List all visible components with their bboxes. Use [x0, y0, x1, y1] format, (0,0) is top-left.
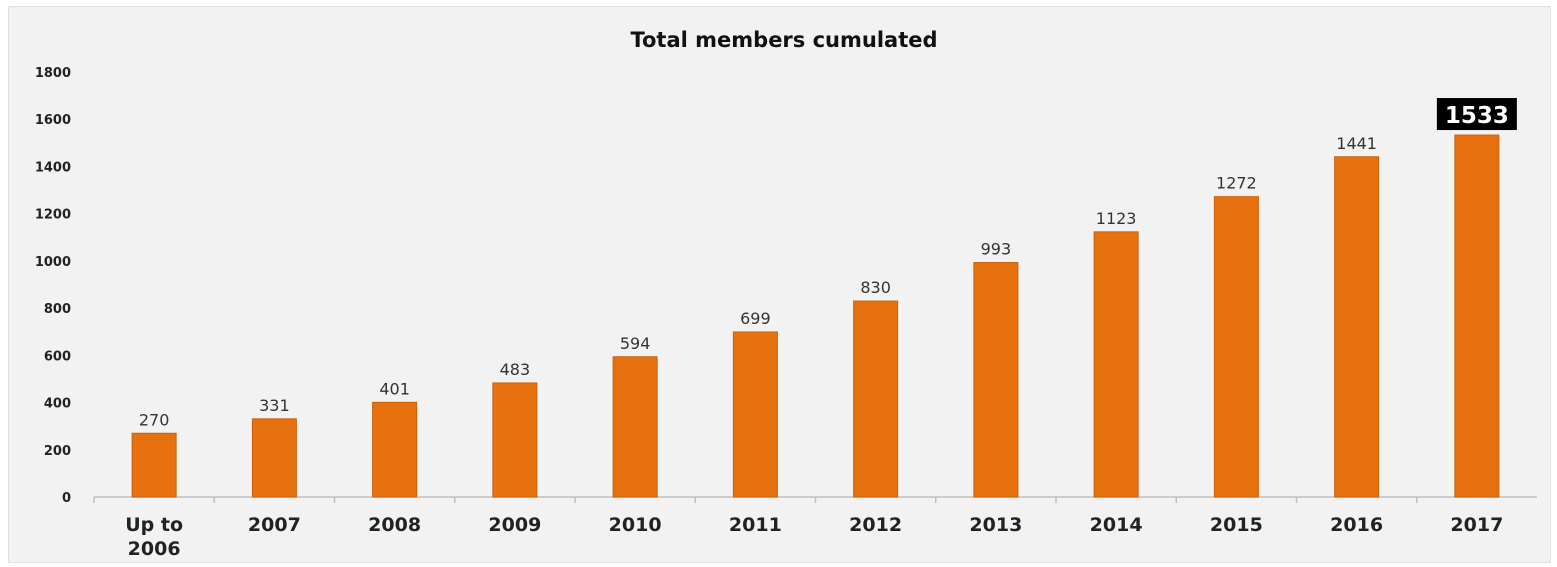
- chart-panel: Total members cumulated 0 200 400 600 800 100…: [8, 6, 1551, 563]
- chart-title: Total members cumulated: [630, 28, 937, 52]
- y-tick-label: 1000: [35, 255, 71, 270]
- bars: [131, 134, 1500, 498]
- data-label: 331: [259, 396, 290, 415]
- x-tick-label: 2012: [849, 514, 902, 536]
- x-tick-label: 2007: [248, 514, 301, 536]
- bar: [1213, 196, 1259, 498]
- data-label: 1123: [1096, 209, 1137, 228]
- x-tick-label: 2008: [368, 514, 421, 536]
- x-tick-label: Up to 2006: [125, 514, 183, 560]
- y-tick-label: 1400: [35, 160, 71, 175]
- x-tick-label: 2011: [729, 514, 782, 536]
- bar: [612, 356, 658, 498]
- y-axis: 0 200 400 600 800 1000 1200 1400 1600 1800: [35, 66, 71, 506]
- highlight-label-background: [1436, 98, 1517, 131]
- bar-chart: Total members cumulated 0 200 400 600 800 100…: [35, 28, 1537, 560]
- x-tick-label: 2010: [609, 514, 662, 536]
- x-tick-label: 2015: [1210, 514, 1263, 536]
- bar: [973, 262, 1019, 498]
- y-tick-label: 0: [62, 491, 71, 506]
- bar: [1334, 156, 1380, 498]
- data-label: 594: [620, 334, 651, 353]
- x-tick-label: 2009: [488, 514, 541, 536]
- data-label: 401: [379, 379, 410, 398]
- y-tick-label: 800: [44, 302, 71, 317]
- data-label: 483: [500, 360, 531, 379]
- data-label: 830: [860, 278, 891, 297]
- bar: [732, 331, 778, 498]
- data-label: 270: [139, 410, 170, 429]
- bar: [492, 382, 538, 498]
- data-label: 1441: [1336, 134, 1377, 153]
- x-tick-label: 2017: [1450, 514, 1503, 536]
- bar: [372, 401, 418, 498]
- y-tick-label: 1600: [35, 113, 71, 128]
- data-label-highlighted: 1533: [1445, 103, 1509, 129]
- bar: [251, 418, 297, 498]
- bar: [1454, 134, 1500, 498]
- data-label: 699: [740, 309, 771, 328]
- y-tick-label: 600: [44, 349, 71, 364]
- x-axis: Up to 2006 2007 2008 2009 2010 2011 2012 2013 201…: [93, 496, 1537, 560]
- x-tick-label: 2016: [1330, 514, 1383, 536]
- bar: [131, 432, 177, 498]
- y-tick-label: 1800: [35, 66, 71, 81]
- y-tick-label: 1200: [35, 208, 71, 223]
- data-label: 1272: [1216, 174, 1257, 193]
- bar: [853, 300, 899, 498]
- x-tick-label: 2013: [969, 514, 1022, 536]
- bar: [1093, 231, 1139, 498]
- y-tick-label: 200: [44, 444, 71, 459]
- y-tick-label: 400: [44, 397, 71, 412]
- data-label: 993: [981, 240, 1012, 259]
- data-labels: 270 331 401 483 594 699 830 993 1123 1272 1441 1533: [139, 98, 1517, 429]
- x-tick-label: 2014: [1090, 514, 1143, 536]
